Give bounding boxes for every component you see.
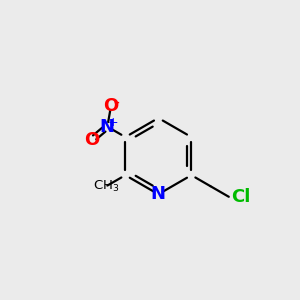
Text: Cl: Cl bbox=[231, 188, 250, 206]
Text: N: N bbox=[100, 118, 115, 136]
Text: O: O bbox=[84, 131, 99, 149]
Text: N: N bbox=[151, 185, 166, 203]
Text: -: - bbox=[114, 93, 119, 111]
Text: +: + bbox=[108, 116, 118, 128]
Text: CH$_3$: CH$_3$ bbox=[93, 179, 119, 194]
Text: O: O bbox=[103, 97, 118, 115]
